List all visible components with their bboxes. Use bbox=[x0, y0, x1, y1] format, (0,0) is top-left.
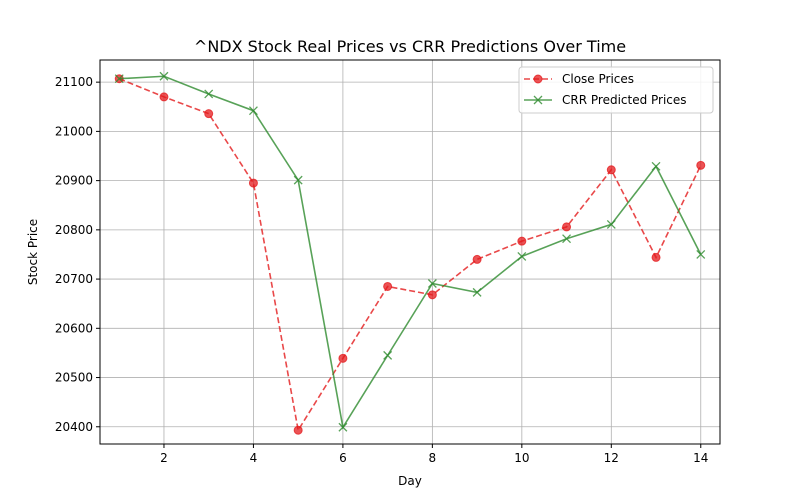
y-tick-label: 20600 bbox=[55, 321, 93, 335]
data-point bbox=[651, 161, 661, 171]
series-line bbox=[119, 75, 702, 430]
y-axis: 20400 20500 20600 20700 20800 20900 21000 21100 bbox=[55, 75, 100, 434]
data-point bbox=[293, 425, 303, 435]
data-point bbox=[696, 250, 706, 259]
data-point bbox=[533, 95, 543, 105]
data-point bbox=[472, 287, 482, 297]
legend-box bbox=[518, 66, 714, 114]
x-tick-label: 6 bbox=[339, 451, 347, 465]
series-0 bbox=[114, 74, 706, 435]
data-point bbox=[651, 252, 661, 262]
data-point bbox=[696, 160, 706, 170]
y-tick-label: 20900 bbox=[55, 174, 93, 188]
y-tick-label: 21000 bbox=[55, 124, 93, 138]
y-tick-label: 20500 bbox=[55, 371, 93, 385]
data-point bbox=[562, 222, 572, 232]
y-tick-label: 20700 bbox=[55, 272, 93, 286]
data-point bbox=[606, 165, 616, 175]
y-tick-label: 20800 bbox=[55, 223, 93, 237]
y-tick-label: 21100 bbox=[55, 75, 93, 89]
data-point bbox=[517, 236, 527, 246]
data-point bbox=[159, 71, 169, 81]
data-point bbox=[248, 178, 258, 188]
data-point bbox=[338, 422, 348, 432]
data-point bbox=[427, 279, 437, 288]
legend-label: CRR Predicted Prices bbox=[562, 93, 687, 107]
x-axis: 2 4 6 8 10 12 14 bbox=[160, 444, 708, 465]
data-point bbox=[159, 92, 169, 102]
data-point bbox=[293, 175, 303, 185]
data-point bbox=[383, 281, 393, 291]
x-axis-label: Day bbox=[398, 474, 422, 488]
data-point bbox=[562, 234, 572, 244]
data-point bbox=[204, 109, 214, 119]
x-tick-label: 12 bbox=[604, 451, 619, 465]
data-point bbox=[204, 89, 214, 99]
data-point bbox=[248, 106, 258, 116]
x-tick-label: 10 bbox=[514, 451, 529, 465]
x-tick-label: 8 bbox=[429, 451, 437, 465]
plot-frame bbox=[99, 59, 721, 445]
x-tick-label: 4 bbox=[250, 451, 258, 465]
chart-title: ^NDX Stock Real Prices vs CRR Prediction… bbox=[194, 37, 626, 56]
data-point bbox=[517, 251, 527, 261]
x-tick-label: 14 bbox=[693, 451, 708, 465]
series-1 bbox=[114, 71, 706, 432]
legend-label: Close Prices bbox=[562, 72, 634, 86]
grid bbox=[100, 60, 720, 444]
data-point bbox=[427, 290, 437, 300]
y-tick-label: 20400 bbox=[55, 420, 93, 434]
data-point bbox=[114, 74, 124, 84]
data-point bbox=[606, 219, 616, 229]
x-tick-label: 2 bbox=[160, 451, 168, 465]
series-group bbox=[114, 71, 706, 435]
data-point bbox=[338, 353, 348, 363]
y-axis-label: Stock Price bbox=[26, 219, 40, 285]
data-point bbox=[533, 74, 543, 84]
data-point bbox=[383, 350, 393, 360]
series-line bbox=[118, 77, 702, 433]
data-point bbox=[472, 254, 482, 264]
legend: Close Prices CRR Predicted Prices bbox=[518, 66, 714, 114]
